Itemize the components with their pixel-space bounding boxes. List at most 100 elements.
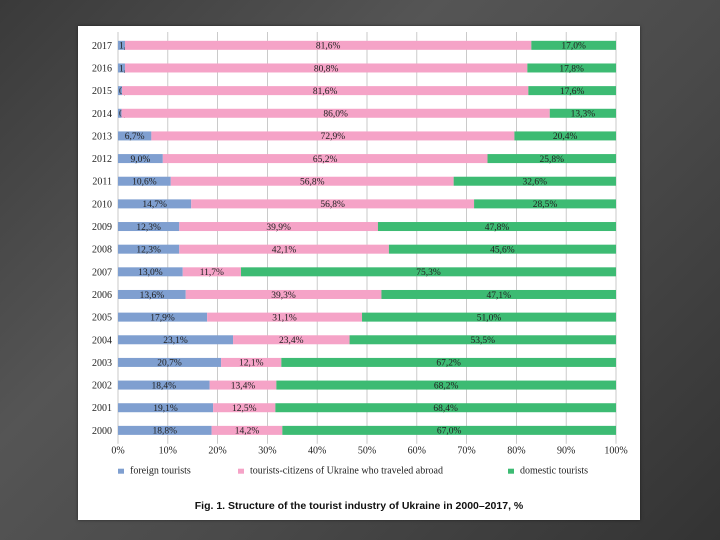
y-category-label: 2005 <box>92 313 112 324</box>
legend-swatch <box>508 468 514 474</box>
y-category-label: 2006 <box>92 290 112 301</box>
bar-segment <box>191 199 475 209</box>
stacked-bar-chart: 0%10%20%30%40%50%60%70%80%90%100%20171,4… <box>92 32 628 477</box>
data-label: 12,5% <box>232 404 257 414</box>
bar-segment <box>170 176 454 186</box>
y-category-label: 2007 <box>92 267 112 278</box>
bar-segment <box>118 289 186 299</box>
bar-segment <box>241 267 617 277</box>
y-category-label: 2010 <box>92 199 112 210</box>
y-category-label: 2014 <box>92 109 112 120</box>
bar-segment <box>182 267 242 277</box>
x-tick-label: 100% <box>604 446 627 457</box>
bar-segment <box>121 108 550 118</box>
bar-segment <box>349 335 616 345</box>
x-tick-label: 10% <box>159 446 177 457</box>
data-label: 18,4% <box>152 381 177 391</box>
legend-label: domestic tourists <box>520 466 588 477</box>
data-label: 9,0% <box>131 155 151 165</box>
bar-segment <box>118 222 180 232</box>
x-tick-label: 60% <box>408 446 426 457</box>
data-label: 23,4% <box>279 336 304 346</box>
data-label: 53,5% <box>471 336 496 346</box>
data-label: 51,0% <box>477 313 502 323</box>
bar-segment <box>275 403 616 413</box>
figure-caption: Fig. 1. Structure of the tourist industr… <box>194 500 524 512</box>
data-label: 12,1% <box>239 359 264 369</box>
y-category-label: 2001 <box>92 403 112 414</box>
data-label: 31,1% <box>272 313 297 323</box>
bar-segment <box>281 357 616 367</box>
bar-segment <box>207 312 363 322</box>
y-category-label: 2017 <box>92 41 112 52</box>
bar-segment <box>276 380 616 390</box>
bar-segment <box>118 335 234 345</box>
x-tick-label: 70% <box>457 446 475 457</box>
bar-segment <box>118 63 125 73</box>
data-label: 14,7% <box>142 200 167 210</box>
data-label: 47,1% <box>486 291 511 301</box>
bar-segment <box>118 357 222 367</box>
y-category-label: 2015 <box>92 86 112 97</box>
data-label: 39,9% <box>266 223 291 233</box>
bar-segment <box>549 108 616 118</box>
data-label: 14,2% <box>235 427 260 437</box>
legend-swatch <box>238 468 244 474</box>
x-tick-label: 0% <box>111 446 124 457</box>
y-category-label: 2003 <box>92 358 112 369</box>
data-label: 67,2% <box>436 359 461 369</box>
data-label: 18,8% <box>153 427 178 437</box>
data-label: 20,4% <box>553 132 578 142</box>
slide-frame: 0%10%20%30%40%50%60%70%80%90%100%20171,4… <box>78 26 640 520</box>
data-label: 47,8% <box>485 223 510 233</box>
bar-segment <box>118 131 152 141</box>
bar-segment <box>211 425 283 435</box>
y-category-label: 2009 <box>92 222 112 233</box>
bar-segment <box>118 86 122 96</box>
bar-segment <box>118 267 183 277</box>
bar-segment <box>151 131 515 141</box>
data-label: 67,0% <box>437 427 462 437</box>
data-label: 56,8% <box>320 200 345 210</box>
bar-segment <box>233 335 350 345</box>
data-label: 72,9% <box>321 132 346 142</box>
y-category-label: 2002 <box>92 381 112 392</box>
legend-label: tourists-citizens of Ukraine who travele… <box>250 466 443 477</box>
data-label: 81,6% <box>313 87 338 97</box>
data-label: 10,6% <box>132 178 157 188</box>
bar-segment <box>179 244 389 254</box>
bar-segment <box>527 63 616 73</box>
y-category-label: 2012 <box>92 154 112 165</box>
data-label: 86,0% <box>323 110 348 120</box>
bar-segment <box>118 425 212 435</box>
bar-segment <box>179 222 378 232</box>
data-label: 13,6% <box>140 291 165 301</box>
bar-segment <box>118 40 125 50</box>
bar-segment <box>487 154 616 164</box>
data-label: 20,7% <box>157 359 182 369</box>
data-label: 17,8% <box>559 64 584 74</box>
bar-segment <box>124 63 528 73</box>
bar-segment <box>121 86 529 96</box>
data-label: 19,1% <box>153 404 178 414</box>
bar-segment <box>118 403 214 413</box>
bar-segment <box>213 403 276 413</box>
bar-segment <box>377 222 616 232</box>
bar-segment <box>528 86 616 96</box>
bar-segment <box>388 244 616 254</box>
x-tick-label: 40% <box>308 446 326 457</box>
bar-segment <box>118 176 171 186</box>
data-label: 6,7% <box>125 132 145 142</box>
y-category-label: 2011 <box>92 177 112 188</box>
data-label: 23,1% <box>163 336 188 346</box>
x-tick-label: 80% <box>507 446 525 457</box>
bar-segment <box>531 40 616 50</box>
data-label: 17,6% <box>560 87 585 97</box>
data-label: 28,5% <box>533 200 558 210</box>
y-category-label: 2000 <box>92 426 112 437</box>
bar-segment <box>362 312 616 322</box>
x-tick-label: 30% <box>258 446 276 457</box>
bar-segment <box>282 425 616 435</box>
bar-segment <box>221 357 282 367</box>
bar-segment <box>162 154 488 164</box>
